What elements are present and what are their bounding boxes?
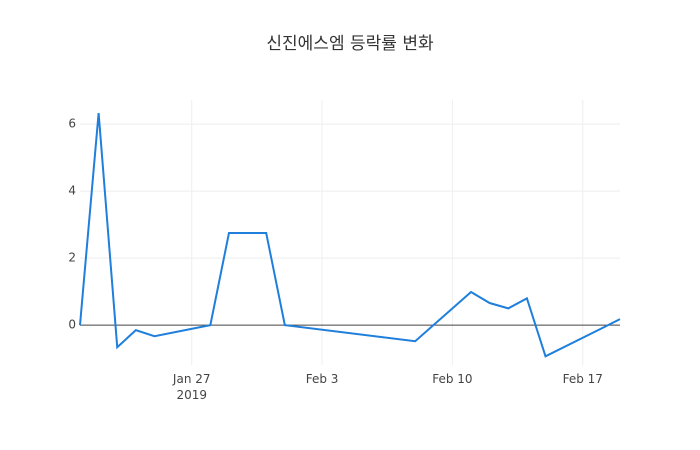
x-tick-label: Feb 3	[306, 372, 339, 386]
y-tick-label: 4	[68, 184, 76, 198]
x-tick-label: Feb 10	[432, 372, 472, 386]
y-tick-label: 6	[68, 117, 76, 131]
x-tick-label: Jan 27 2019	[172, 372, 211, 402]
chart-title: 신진에스엠 등락률 변화	[266, 34, 434, 54]
x-tick-label: Feb 17	[563, 372, 603, 386]
data-line	[79, 112, 621, 358]
y-tick-label: 0	[68, 318, 76, 332]
y-tick-label: 2	[68, 251, 76, 265]
